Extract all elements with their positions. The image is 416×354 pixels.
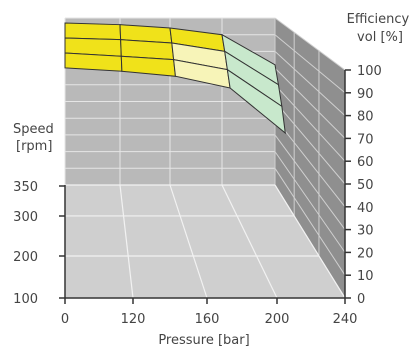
- efficiency-tick-label: 0: [357, 292, 365, 307]
- right-grid-line: [274, 101, 346, 185]
- speed-tick-label: 300: [13, 210, 38, 225]
- pressure-tick-label: 200: [265, 312, 290, 327]
- efficiency-tick-label: 70: [357, 132, 374, 147]
- pressure-tick-label: 240: [333, 312, 358, 327]
- pressure-tick-label: 120: [121, 312, 146, 327]
- efficiency-tick-label: 80: [357, 110, 374, 125]
- right-grid-line: [274, 17, 346, 71]
- speed-tick-label: 100: [13, 292, 38, 307]
- speed-axis-title: Speed [rpm]: [13, 122, 58, 154]
- surface-cell: [64, 52, 123, 72]
- floor-grid-line: [274, 184, 346, 299]
- efficiency-tick-label: 100: [357, 64, 382, 79]
- right-grid-line: [274, 34, 346, 94]
- floor-grid-line: [221, 184, 278, 299]
- right-grid-line: [274, 168, 346, 276]
- efficiency-tick-label: 90: [357, 87, 374, 102]
- floor-grid-line: [169, 184, 208, 299]
- efficiency-tick-label: 10: [357, 269, 374, 284]
- right-grid-line: [274, 51, 346, 116]
- right-grid-line: [274, 151, 346, 253]
- floor-grid-line: [119, 184, 134, 299]
- speed-tick-label: 350: [13, 180, 38, 195]
- axis-ticks: 0 120 160 200 240 100 200 300 350 0 10 20 30 40 50 60 70…: [13, 64, 382, 327]
- surface-cell: [226, 68, 286, 135]
- efficiency-tick-label: 20: [357, 246, 374, 261]
- efficiency-tick-label: 60: [357, 155, 374, 170]
- efficiency-surface: [64, 22, 286, 135]
- pressure-tick-label: 160: [195, 312, 220, 327]
- right-grid-line: [274, 134, 346, 230]
- efficiency-tick-label: 30: [357, 224, 374, 239]
- pressure-axis-title: Pressure [bar]: [158, 333, 249, 348]
- speed-tick-label: 200: [13, 250, 38, 265]
- surface-cell: [64, 22, 122, 41]
- efficiency-tick-label: 40: [357, 201, 374, 216]
- floor: [65, 185, 345, 298]
- right-grid-line: [274, 117, 346, 208]
- right-grid-line: [274, 84, 346, 162]
- pressure-tick-label: 0: [61, 312, 69, 327]
- efficiency-tick-label: 50: [357, 178, 374, 193]
- efficiency-axis-title: Efficiency vol [%]: [347, 12, 414, 45]
- right-grid-line: [274, 67, 346, 139]
